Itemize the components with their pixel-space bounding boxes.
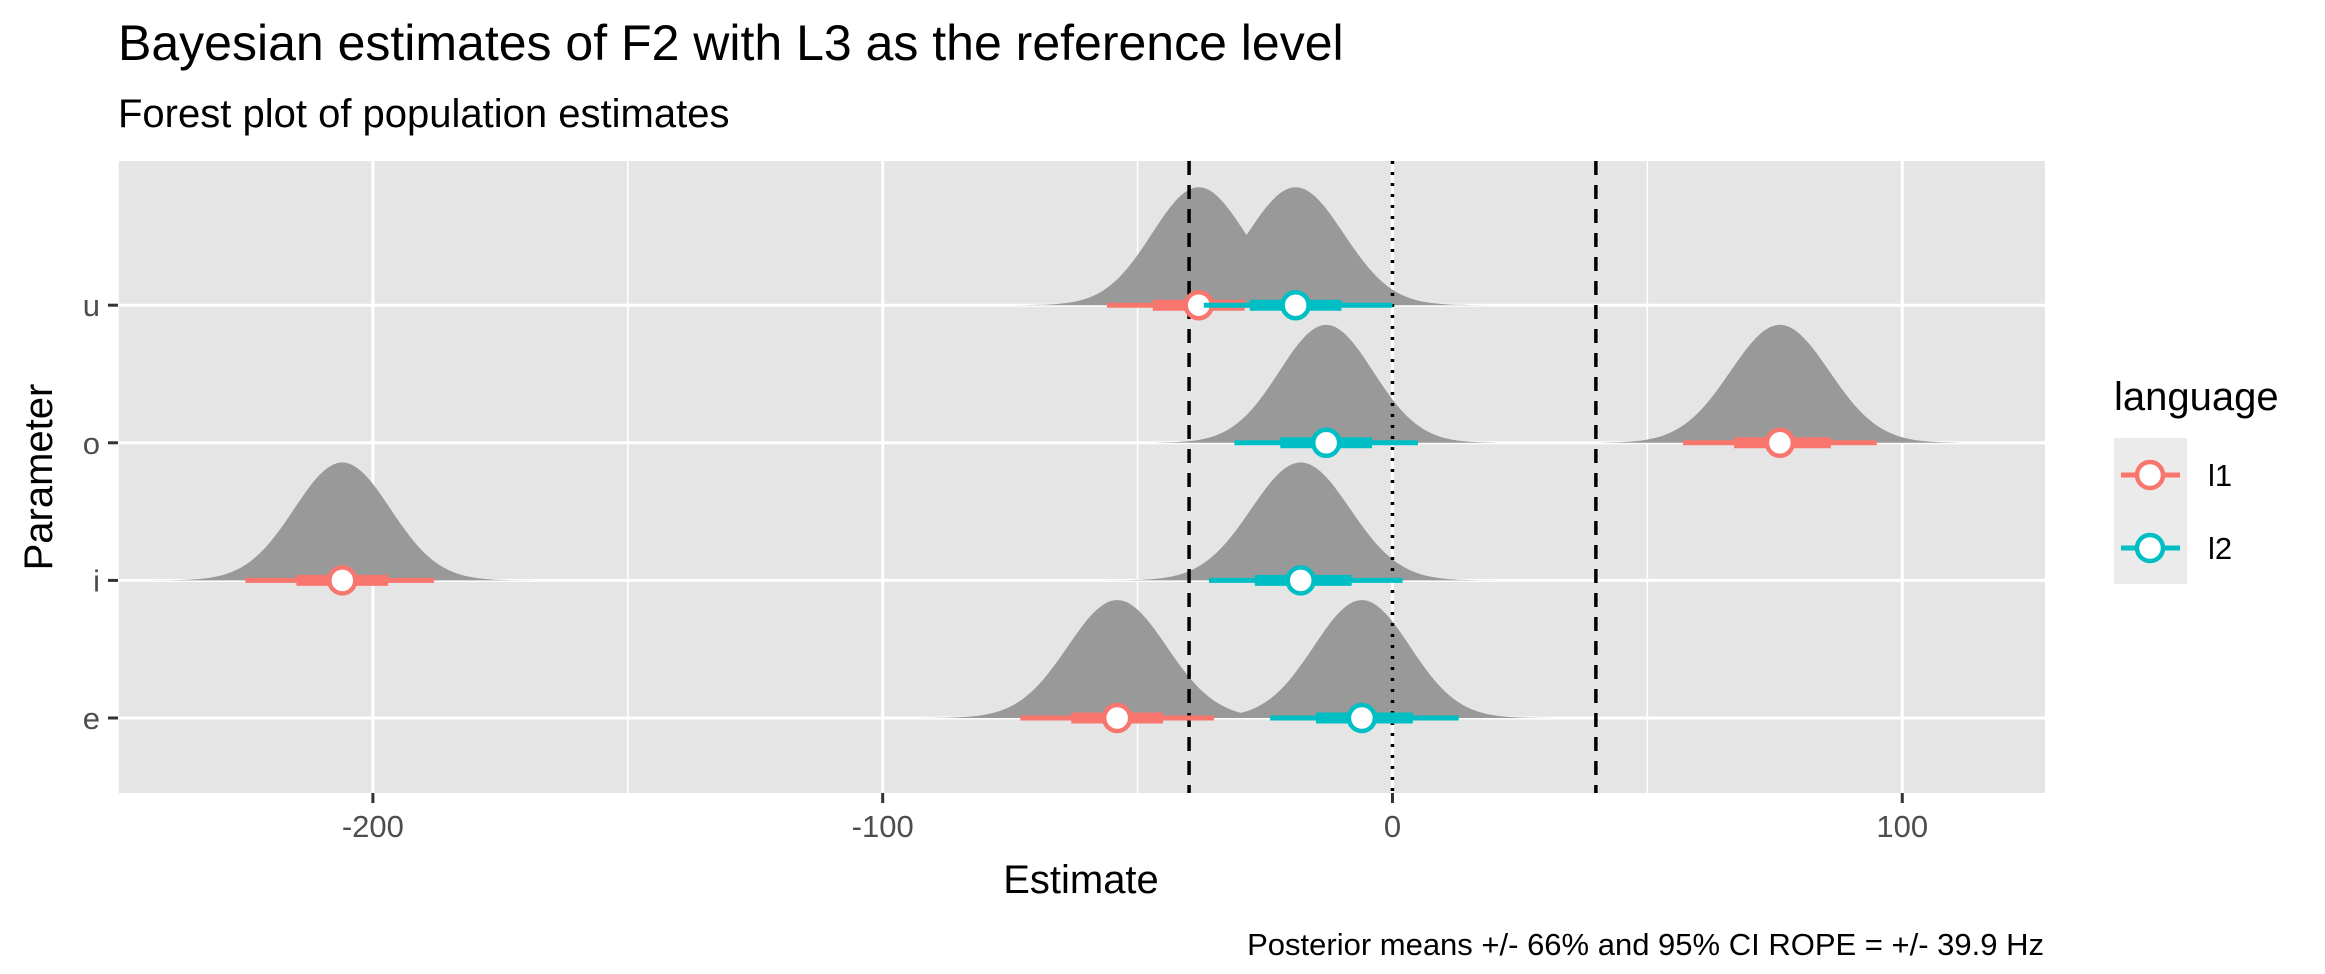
y-tick-label: o <box>83 426 100 461</box>
legend: language l1 l2 <box>2114 375 2279 584</box>
legend-label-l1: l1 <box>2208 458 2232 493</box>
x-tick-label: 100 <box>1876 809 1928 844</box>
y-tick-label: u <box>83 288 100 323</box>
y-axis: e i o u <box>83 288 118 736</box>
density-l1-i <box>149 462 535 581</box>
density-l2-u <box>1103 187 1489 306</box>
chart-title: Bayesian estimates of F2 with L3 as the … <box>118 15 1344 71</box>
legend-point-l1 <box>2134 459 2166 491</box>
y-tick-label: e <box>83 701 100 736</box>
reference-lines <box>1187 161 1598 793</box>
legend-title: language <box>2114 375 2279 419</box>
density-l1-e <box>919 600 1315 718</box>
x-axis: -200 -100 0 100 <box>342 793 1928 844</box>
x-tick-label: 0 <box>1384 809 1401 844</box>
x-tick-label: -200 <box>342 809 404 844</box>
posterior-densities <box>149 187 1978 718</box>
legend-label-l2: l2 <box>2208 531 2232 566</box>
mean-point-l2-e <box>1346 702 1378 734</box>
x-tick-label: -100 <box>852 809 914 844</box>
y-axis-title: Parameter <box>17 384 61 571</box>
mean-point-l2-i <box>1285 565 1316 596</box>
density-l2-i <box>1103 462 1499 581</box>
mean-point-l1-o <box>1764 427 1796 459</box>
x-axis-title: Estimate <box>1003 858 1159 902</box>
density-l2-e <box>1169 600 1555 718</box>
chart-caption: Posterior means +/- 66% and 95% CI ROPE … <box>1247 927 2044 962</box>
y-tick-label: i <box>93 563 100 598</box>
credible-intervals <box>245 289 1877 734</box>
legend-point-l2 <box>2134 532 2166 564</box>
density-l1-u <box>1011 187 1387 306</box>
mean-point-l1-e <box>1101 702 1133 734</box>
density-l2-o <box>1138 324 1514 443</box>
density-l1-o <box>1582 324 1978 443</box>
chart-subtitle: Forest plot of population estimates <box>118 92 729 136</box>
mean-point-l2-o <box>1310 427 1342 459</box>
mean-point-l1-i <box>327 565 358 596</box>
mean-point-l2-u <box>1280 289 1311 321</box>
